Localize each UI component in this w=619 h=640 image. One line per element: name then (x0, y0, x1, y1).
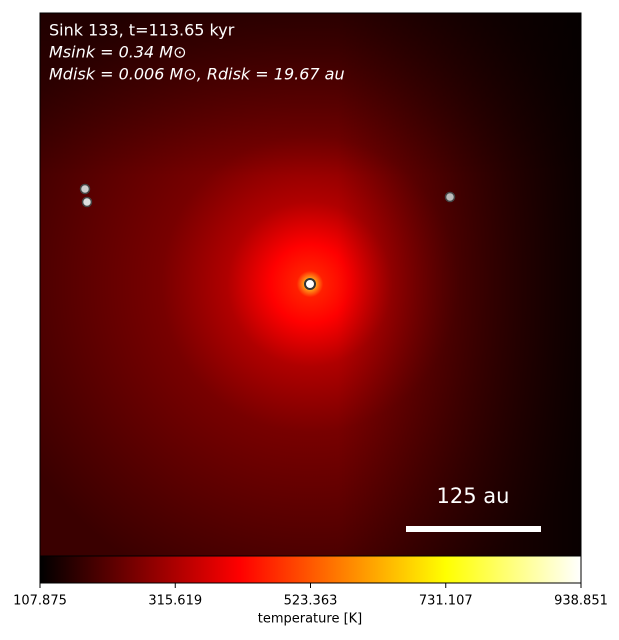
tick-label: 938.851 (554, 594, 608, 609)
sink (81, 196, 93, 208)
annotation: Msink = 0.34 M⊙ (49, 43, 187, 62)
tick-label: 315.619 (148, 594, 202, 609)
colorbar-label: temperature [K] (258, 612, 363, 627)
image: Sink 133, t=113.65 kyr Msink = 0.34 M⊙ M… (39, 12, 582, 557)
annotation: Mdisk = 0.006 M⊙, Rdisk = 19.67 au (49, 65, 345, 84)
colorbar-gradient (39, 555, 582, 584)
tick-label: 107.875 (13, 594, 67, 609)
tick-label: 731.107 (419, 594, 473, 609)
annotation: Sink 133, t=113.65 kyr (49, 21, 235, 40)
sink (304, 278, 316, 290)
sink (79, 183, 91, 195)
scale-bar-label: 125 au (437, 484, 510, 508)
sink (444, 191, 456, 203)
scale-bar (406, 526, 541, 532)
colorbar: temperature [K] 107.875 315.619 523.363 731… (13, 555, 608, 627)
tick-label: 523.363 (284, 594, 338, 609)
